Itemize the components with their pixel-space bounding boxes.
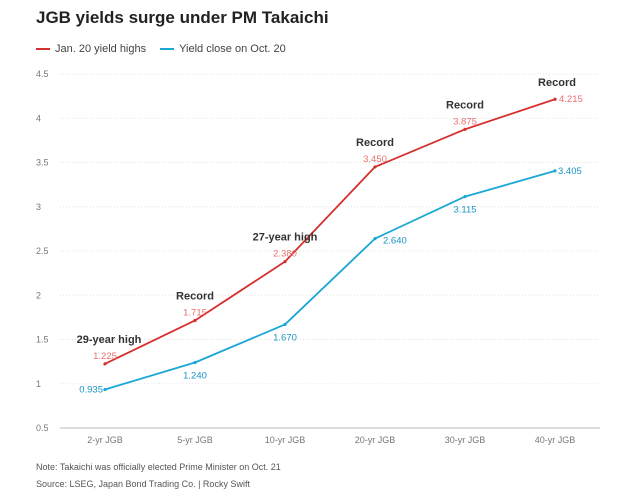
data-label-blue: 0.935 bbox=[79, 385, 103, 396]
footer-source: Source: LSEG, Japan Bond Trading Co. | R… bbox=[36, 479, 250, 489]
legend-item-jan20: Jan. 20 yield highs bbox=[36, 43, 146, 55]
x-tick-label: 30-yr JGB bbox=[445, 435, 486, 445]
y-tick-label: 1.5 bbox=[36, 335, 49, 345]
x-tick-label: 20-yr JGB bbox=[355, 435, 396, 445]
annotation: Record bbox=[446, 99, 484, 111]
data-point bbox=[463, 127, 467, 131]
data-point bbox=[553, 97, 557, 101]
x-tick-label: 10-yr JGB bbox=[265, 435, 306, 445]
data-point bbox=[283, 322, 287, 327]
data-point bbox=[193, 318, 197, 323]
legend-swatch-red bbox=[36, 48, 50, 50]
data-point bbox=[193, 360, 197, 365]
data-label-blue: 3.405 bbox=[558, 166, 582, 177]
y-tick-label: 2 bbox=[36, 290, 41, 300]
data-point bbox=[373, 237, 377, 241]
x-tick-label: 5-yr JGB bbox=[177, 435, 213, 445]
data-label-red: 3.875 bbox=[453, 116, 477, 127]
legend-swatch-blue bbox=[160, 48, 175, 50]
legend-label-jan20: Jan. 20 yield highs bbox=[55, 43, 147, 55]
data-label-blue: 1.670 bbox=[273, 332, 297, 343]
data-label-red: 1.225 bbox=[93, 351, 117, 362]
y-tick-label: 1 bbox=[36, 379, 41, 389]
series-line-oct20 bbox=[104, 170, 556, 391]
data-point bbox=[463, 194, 467, 199]
y-tick-label: 3.5 bbox=[36, 158, 49, 168]
y-tick-label: 4.5 bbox=[36, 69, 49, 79]
x-tick-label: 2-yr JGB bbox=[87, 435, 123, 445]
chart-title: JGB yields surge under PM Takaichi bbox=[36, 8, 329, 27]
legend-item-oct20: Yield close on Oct. 20 bbox=[160, 43, 286, 55]
legend: Jan. 20 yield highs Yield close on Oct. … bbox=[36, 43, 300, 55]
y-tick-label: 3 bbox=[36, 202, 41, 212]
data-label-blue: 2.640 bbox=[383, 236, 407, 247]
data-label-red: 3.450 bbox=[363, 154, 387, 165]
data-label-red: 4.215 bbox=[559, 94, 583, 105]
data-point bbox=[283, 260, 287, 264]
annotation: 29-year high bbox=[77, 334, 142, 346]
data-point bbox=[103, 362, 107, 366]
data-point bbox=[103, 387, 107, 392]
footer-note: Note: Takaichi was officially elected Pr… bbox=[36, 462, 281, 472]
y-tick-label: 4 bbox=[36, 113, 41, 123]
y-tick-label: 2.5 bbox=[36, 246, 49, 256]
data-point bbox=[373, 165, 377, 169]
annotation: Record bbox=[176, 290, 214, 302]
y-tick-label: 0.5 bbox=[36, 423, 49, 433]
series-line-jan20 bbox=[104, 98, 556, 365]
data-label-blue: 3.115 bbox=[453, 205, 476, 216]
data-point bbox=[553, 169, 557, 173]
annotation: Record bbox=[538, 77, 576, 89]
annotation: Record bbox=[356, 137, 394, 149]
legend-label-oct20: Yield close on Oct. 20 bbox=[179, 43, 286, 55]
data-label-blue: 1.240 bbox=[183, 371, 207, 382]
annotation: 27-year high bbox=[253, 232, 318, 244]
data-label-red: 2.380 bbox=[273, 249, 297, 260]
x-tick-label: 40-yr JGB bbox=[535, 435, 576, 445]
data-label-red: 1.715 bbox=[183, 307, 207, 318]
